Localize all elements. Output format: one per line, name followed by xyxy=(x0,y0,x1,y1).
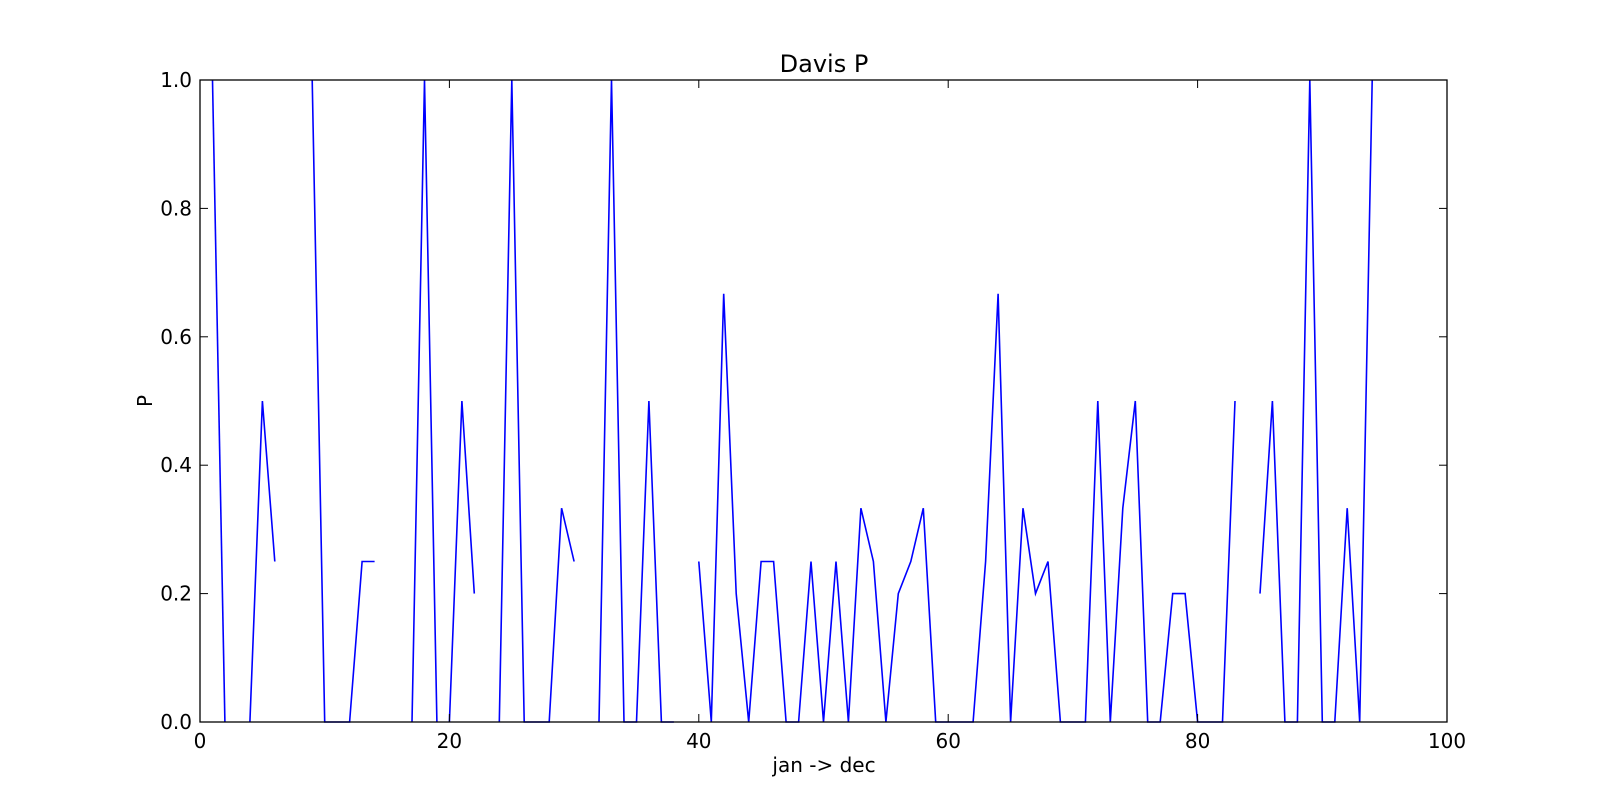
chart-title: Davis P xyxy=(780,50,869,78)
series-line-segment xyxy=(249,400,276,723)
series-line-segment xyxy=(211,79,226,723)
x-tick-label: 0 xyxy=(194,729,207,753)
y-tick-label: 0.6 xyxy=(160,325,192,349)
y-tick-label: 0.8 xyxy=(160,196,192,220)
y-tick-label: 0.0 xyxy=(160,710,192,734)
y-axis: 0.0 0.2 0.4 0.6 0.8 1.0 xyxy=(160,68,1447,734)
x-tick-label: 40 xyxy=(686,729,711,753)
x-tick-label: 100 xyxy=(1428,729,1466,753)
series-line-segment xyxy=(1259,79,1373,723)
x-axis-label: jan -> dec xyxy=(771,753,875,777)
x-axis: 0 20 40 60 80 100 xyxy=(194,80,1466,753)
plot-frame xyxy=(199,79,1448,723)
x-tick-label: 20 xyxy=(437,729,462,753)
series-line-segment xyxy=(448,400,476,723)
plot-area xyxy=(199,79,1448,723)
y-tick-label: 0.2 xyxy=(160,582,192,606)
x-tick-label: 60 xyxy=(935,729,960,753)
x-tick-label: 80 xyxy=(1185,729,1210,753)
y-tick-label: 0.4 xyxy=(160,453,192,477)
y-tick-label: 1.0 xyxy=(160,68,192,92)
y-axis-label: P xyxy=(133,395,157,407)
